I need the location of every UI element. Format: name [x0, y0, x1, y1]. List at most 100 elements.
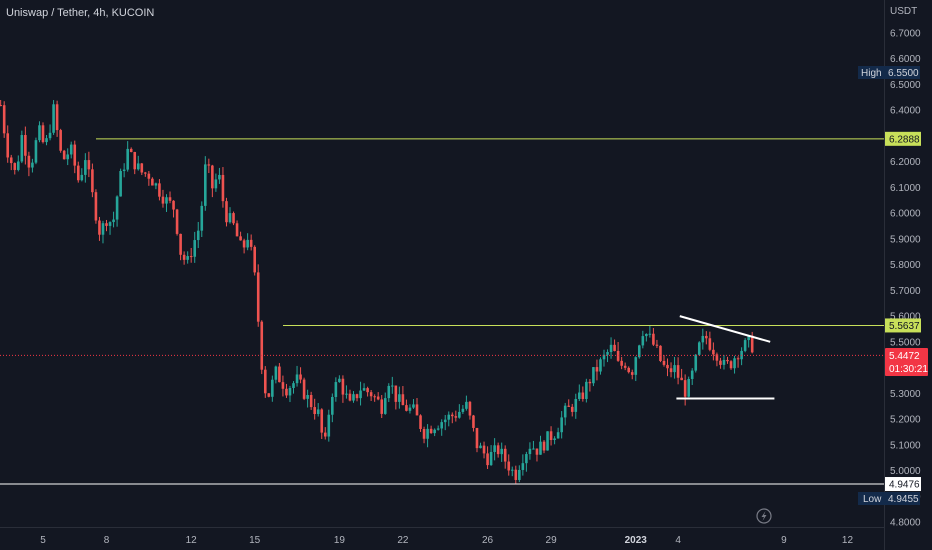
candle-body-133	[468, 401, 472, 416]
candle-body-160	[563, 405, 567, 418]
candle-body-49	[172, 200, 175, 210]
time-tick-9: 4	[675, 535, 681, 546]
candle-body-70	[246, 239, 249, 248]
price-tick-0: 6.7000	[890, 29, 921, 40]
candle-body-71	[249, 239, 253, 247]
candle-body-2	[6, 133, 10, 158]
candle-body-174	[613, 344, 616, 351]
candle-body-130	[458, 411, 461, 418]
horizontal-levels[interactable]	[0, 138, 884, 485]
candle-body-102	[359, 390, 362, 399]
candle-body-98	[345, 393, 348, 395]
candle-body-178	[627, 367, 631, 373]
candle-body-83	[292, 383, 295, 388]
lightning-icon[interactable]	[756, 508, 772, 524]
candle-body-12	[41, 125, 45, 143]
candle-body-165	[581, 392, 585, 399]
candle-body-26	[91, 169, 94, 193]
candle-body-47	[165, 197, 168, 204]
candle-body-204	[719, 360, 722, 365]
candle-body-108	[380, 399, 384, 414]
candle-body-185	[652, 333, 655, 345]
candle-body-142	[500, 448, 503, 455]
candle-body-94	[331, 396, 334, 415]
candle-body-112	[394, 385, 398, 402]
current-price-countdown: 01:30:21	[889, 364, 928, 375]
candle-body-122	[429, 428, 433, 434]
candle-body-136	[479, 445, 482, 449]
candle-body-116	[408, 407, 412, 411]
candle-body-115	[405, 405, 408, 411]
candle-body-148	[521, 463, 525, 470]
time-tick-4: 19	[334, 535, 346, 546]
trend-lines[interactable]	[676, 315, 775, 400]
level-badge-value-2: 4.9476	[889, 480, 920, 491]
candle-body-53	[186, 256, 189, 260]
candle-body-123	[433, 429, 436, 434]
candle-body-155	[546, 431, 549, 451]
price-tick-12: 5.5000	[890, 337, 921, 348]
candle-body-125	[440, 422, 444, 429]
candle-body-161	[567, 405, 571, 407]
current-price-value: 5.4472	[889, 351, 920, 362]
candle-body-93	[327, 414, 331, 437]
candle-body-180	[634, 357, 638, 375]
price-tick-17: 5.0000	[890, 466, 921, 477]
candle-body-37	[129, 148, 133, 153]
candle-body-86	[302, 379, 306, 399]
price-tick-11: 5.6000	[890, 312, 921, 323]
candle-body-114	[401, 394, 405, 406]
candle-body-127	[447, 414, 451, 420]
candle-body-124	[436, 428, 440, 430]
candle-body-170	[599, 359, 602, 372]
low-badge-label: Low	[863, 494, 882, 505]
price-tick-9: 5.8000	[890, 260, 921, 271]
price-tick-19: 4.8000	[890, 518, 921, 529]
candle-body-48	[168, 197, 172, 201]
candle-body-139	[489, 451, 493, 466]
candle-body-163	[574, 398, 578, 412]
candle-body-18	[62, 150, 66, 160]
candle-body-17	[59, 130, 62, 151]
level-badge-bg-1	[885, 318, 921, 333]
candle-body-32	[112, 219, 115, 223]
candle-body-25	[87, 160, 91, 170]
time-tick-6: 26	[482, 535, 494, 546]
low-badge-value: 4.9455	[888, 494, 919, 505]
candle-body-192	[676, 365, 680, 378]
price-tick-3: 6.4000	[890, 106, 921, 117]
candle-body-64	[225, 201, 228, 223]
candle-body-100	[352, 394, 355, 401]
candle-body-92	[323, 432, 327, 437]
candle-body-57	[200, 205, 204, 231]
candle-body-24	[84, 160, 87, 175]
candle-body-63	[221, 174, 225, 202]
candle-body-78	[274, 366, 278, 380]
low-badge-bg	[858, 492, 920, 505]
candle-body-96	[338, 378, 341, 383]
candle-body-15	[52, 104, 55, 133]
candle-body-21	[73, 144, 77, 166]
candle-body-59	[207, 164, 211, 166]
trend-line-0[interactable]	[679, 315, 771, 343]
lightning-icon-bolt	[761, 511, 767, 521]
candle-body-190	[669, 368, 673, 373]
candle-body-140	[493, 445, 496, 452]
candle-body-189	[666, 364, 669, 369]
candle-body-184	[648, 333, 652, 335]
candle-body-43	[151, 178, 154, 186]
candle-body-169	[595, 367, 599, 372]
candle-body-164	[578, 392, 581, 399]
candle-body-201	[708, 338, 712, 350]
candle-body-166	[585, 381, 588, 399]
candle-body-36	[126, 148, 129, 170]
time-axis-ticks[interactable]: 5 8 12 15 19 22 26 29 2023 4 9 12	[40, 535, 853, 546]
candle-body-199	[701, 335, 705, 343]
candle-body-209	[736, 358, 740, 360]
candle-body-22	[76, 165, 80, 181]
candle-body-213	[750, 335, 754, 353]
candle-body-73	[256, 272, 260, 322]
candle-body-97	[341, 378, 345, 395]
